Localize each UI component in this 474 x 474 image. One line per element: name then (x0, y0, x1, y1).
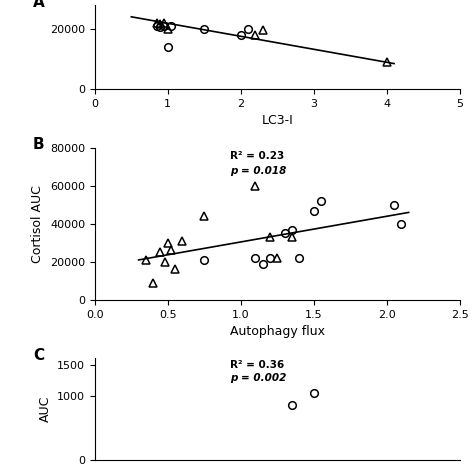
Y-axis label: AUC: AUC (38, 396, 52, 422)
Text: R² = 0.23: R² = 0.23 (230, 151, 284, 161)
X-axis label: LC3-I: LC3-I (262, 115, 293, 128)
Text: C: C (33, 348, 44, 363)
X-axis label: Autophagy flux: Autophagy flux (230, 325, 325, 338)
Text: p = 0.018: p = 0.018 (230, 166, 286, 176)
Text: R² = 0.36: R² = 0.36 (230, 360, 284, 371)
Text: p = 0.002: p = 0.002 (230, 373, 286, 383)
Text: B: B (33, 137, 45, 152)
Text: A: A (33, 0, 45, 9)
Y-axis label: Cortisol AUC: Cortisol AUC (31, 185, 45, 263)
